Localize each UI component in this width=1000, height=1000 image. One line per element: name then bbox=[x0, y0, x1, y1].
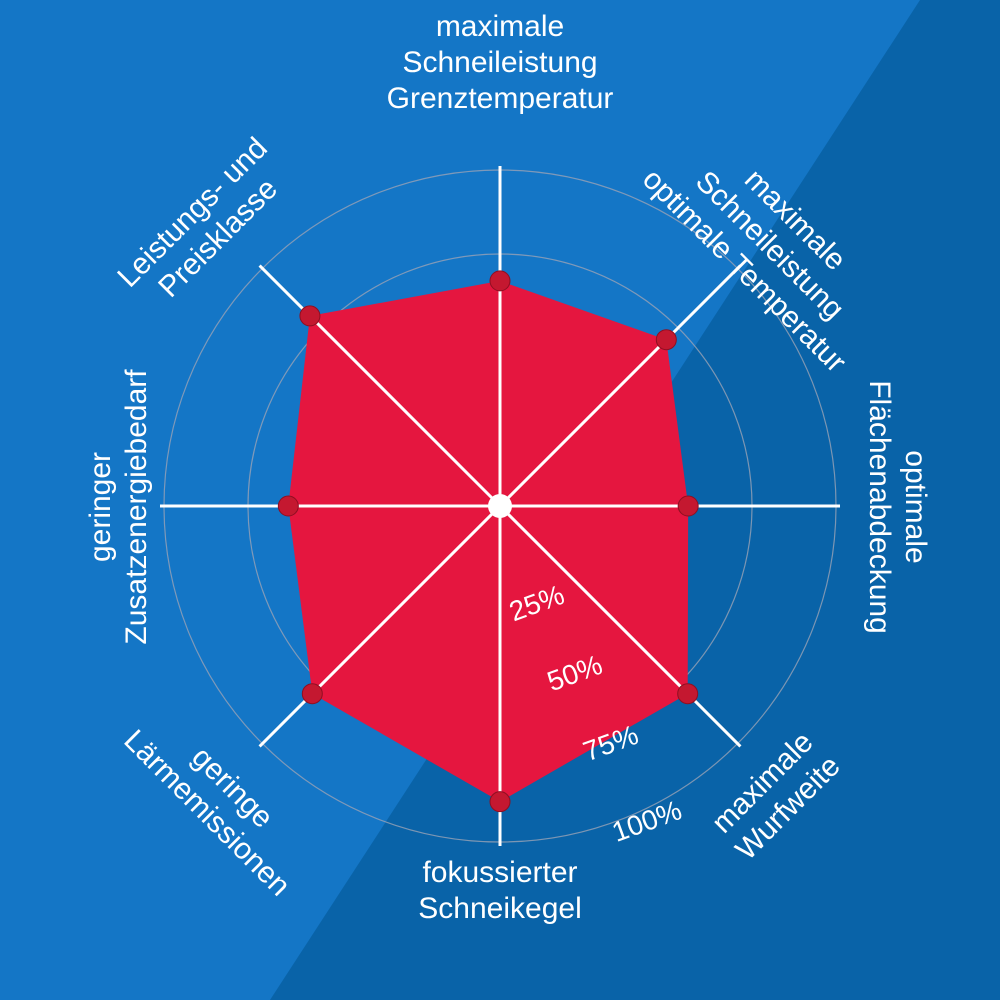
axis-label-line: Grenztemperatur bbox=[387, 82, 614, 115]
spoke-a1 bbox=[498, 264, 742, 508]
spoke-a3 bbox=[498, 504, 742, 748]
axis-label-line: fokussierter bbox=[422, 856, 577, 889]
axis-label-line: Schneikegel bbox=[418, 892, 581, 925]
axis-label-line: maximale bbox=[436, 10, 564, 43]
data-point-a4 bbox=[489, 791, 511, 813]
center-dot bbox=[488, 494, 512, 518]
data-point-a0 bbox=[489, 270, 511, 292]
data-point-a7 bbox=[299, 305, 321, 327]
axis-label-line: geringer bbox=[84, 452, 117, 562]
data-point-a6 bbox=[277, 495, 299, 517]
data-point-a3 bbox=[677, 683, 699, 705]
spoke-a5 bbox=[258, 504, 502, 748]
axis-spokes bbox=[160, 166, 840, 846]
axis-label-line: optimale bbox=[899, 450, 932, 563]
data-point-a1 bbox=[655, 329, 677, 351]
axis-label-line: Zusatzenergiebedarf bbox=[120, 369, 153, 645]
data-point-a2 bbox=[677, 495, 699, 517]
data-point-a5 bbox=[301, 683, 323, 705]
radar-area bbox=[288, 280, 689, 802]
axis-label-a6: geringer Zusatzenergiebedarf bbox=[84, 369, 153, 645]
data-area bbox=[288, 280, 689, 802]
spoke-a7 bbox=[258, 264, 502, 508]
data-points bbox=[277, 270, 699, 813]
axis-label-line: Flächenabdeckung bbox=[863, 380, 896, 634]
axis-label-line: Schneileistung bbox=[402, 46, 597, 79]
